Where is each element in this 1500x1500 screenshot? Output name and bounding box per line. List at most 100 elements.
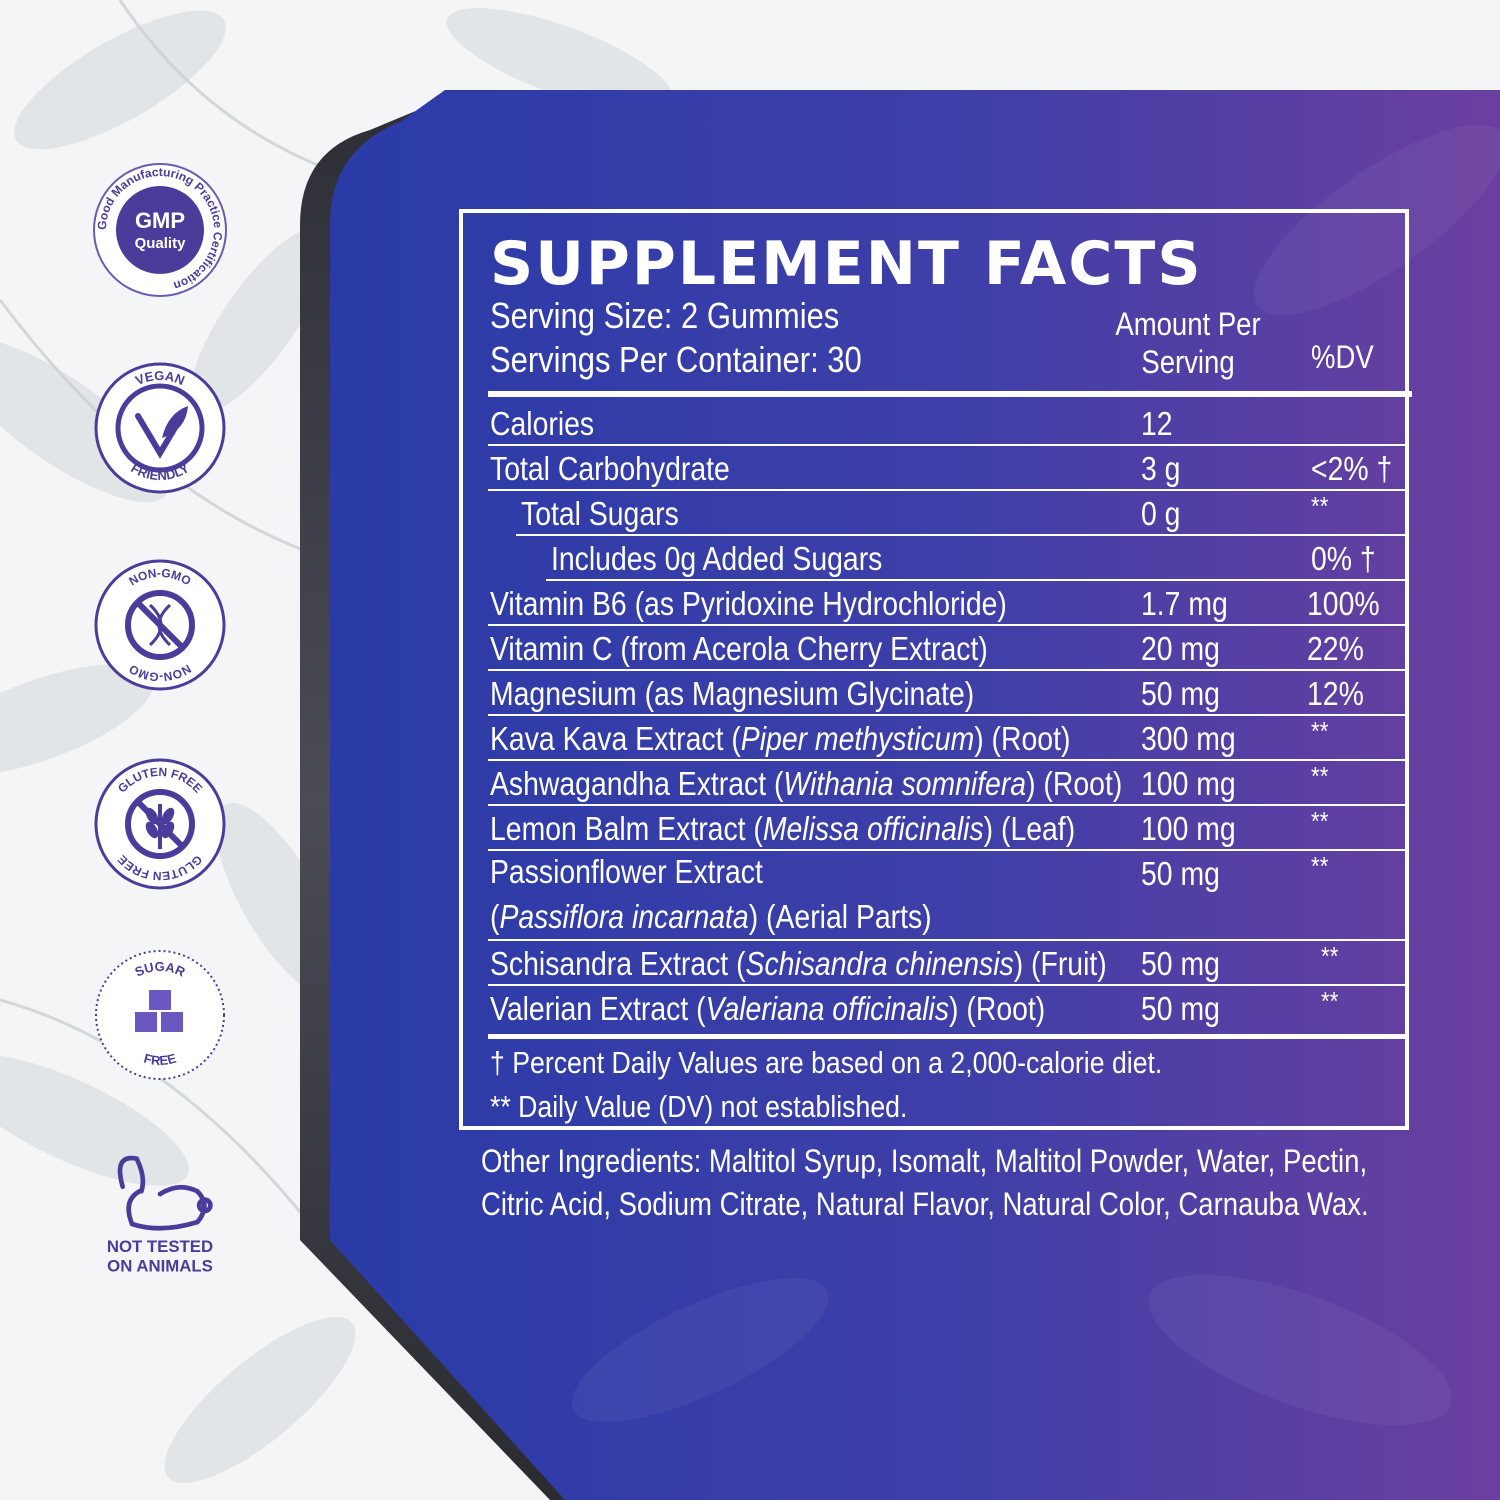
nutrient-name: Vitamin C (from Acerola Cherry Extract) (490, 630, 988, 667)
nutrient-name: Kava Kava Extract (Piper methysticum) (R… (490, 720, 1071, 757)
non-gmo-bottom-text: NON-GMO (127, 662, 194, 684)
dv-header: %DV (1311, 339, 1374, 375)
nutrient-row: Passionflower Extract (Passiflora incarna… (463, 851, 1409, 941)
nutrient-name: Lemon Balm Extract (Melissa officinalis)… (490, 810, 1076, 847)
nutrient-amount: 12 (1141, 405, 1173, 442)
sugar-cubes-icon (133, 988, 185, 1034)
row-separator (546, 579, 1405, 581)
nutrient-name: Magnesium (as Magnesium Glycinate) (490, 675, 975, 712)
facts-title: SUPPLEMENT FACTS (490, 229, 1203, 299)
nutrient-amount: 20 mg (1141, 630, 1220, 667)
nutrient-name: Calories (490, 405, 595, 442)
other-ingredients: Other Ingredients: Maltitol Syrup, Isoma… (481, 1143, 1369, 1222)
row-separator (488, 489, 1405, 491)
nutrient-row: Vitamin C (from Acerola Cherry Extract) 2… (463, 626, 1409, 671)
svg-text:NON-GMO: NON-GMO (127, 566, 194, 588)
nutrient-row: Schisandra Extract (Schisandra chinensis… (463, 941, 1409, 986)
nutrient-dv: ** (1311, 806, 1329, 836)
footnote-not-established: ** Daily Value (DV) not established. (490, 1089, 908, 1124)
amount-per-serving-header: Amount Per Serving (1115, 306, 1261, 380)
wheat-icon (125, 789, 195, 859)
gmp-label: GMP (135, 208, 185, 233)
nutrient-dv: ** (1311, 761, 1329, 791)
nutrient-dv: 22% (1307, 630, 1364, 667)
nutrient-row: Total Carbohydrate 3 g <2% † (463, 446, 1409, 491)
row-separator (488, 984, 1405, 986)
row-separator (488, 804, 1405, 806)
supplement-facts-panel: SUPPLEMENT FACTS Serving Size: 2 Gummies… (459, 209, 1412, 1130)
nutrient-amount: 300 mg (1141, 720, 1236, 757)
svg-text:FRIENDLY: FRIENDLY (128, 460, 191, 483)
nutrient-row: Vitamin B6 (as Pyridoxine Hydrochloride)… (463, 581, 1409, 626)
nutrient-row: Magnesium (as Magnesium Glycinate) 50 mg 1… (463, 671, 1409, 716)
nutrient-name: Includes 0g Added Sugars (551, 540, 883, 577)
nutrient-amount: 0 g (1141, 495, 1181, 532)
vegan-top-text: VEGAN (133, 368, 187, 388)
nutrient-name: Total Carbohydrate (490, 450, 730, 487)
gmp-quality-label: Quality (135, 235, 187, 252)
nutrient-name: Total Sugars (521, 495, 679, 532)
nutrient-row: Kava Kava Extract (Piper methysticum) (R… (463, 716, 1409, 761)
sugar-top-text: SUGAR (132, 959, 188, 980)
row-separator (488, 714, 1405, 716)
row-separator (488, 1034, 1405, 1039)
gmp-quality-badge: Good Manufacturing Practice Certificatio… (90, 160, 230, 300)
dna-icon (125, 590, 195, 660)
nutrient-dv: ** (1311, 851, 1329, 881)
non-gmo-top-text: NON-GMO (127, 566, 194, 588)
nutrient-dv: ** (1321, 941, 1339, 971)
nutrient-row: Calories 12 (463, 401, 1409, 446)
not-tested-on-animals-badge: NOT TESTED ON ANIMALS (90, 1140, 230, 1290)
nutrient-amount: 100 mg (1141, 765, 1236, 802)
nutrient-amount: 50 mg (1141, 945, 1220, 982)
nutrient-amount: 50 mg (1141, 855, 1220, 892)
nutrient-row: Total Sugars 0 g ** (463, 491, 1409, 536)
sugar-free-badge: SUGAR FREE (90, 945, 230, 1085)
svg-text:VEGAN: VEGAN (133, 368, 187, 388)
nutrient-name: Ashwagandha Extract (Withania somnifera)… (490, 765, 1123, 802)
servings-per-container: Servings Per Container: 30 (490, 339, 862, 380)
nutrient-row: Ashwagandha Extract (Withania somnifera)… (463, 761, 1409, 806)
nutrient-row: Lemon Balm Extract (Melissa officinalis)… (463, 806, 1409, 851)
nutrient-amount: 1.7 mg (1141, 585, 1228, 622)
row-separator (488, 444, 1405, 446)
nutrient-name: Vitamin B6 (as Pyridoxine Hydrochloride) (490, 585, 1007, 622)
rabbit-icon (117, 1155, 213, 1231)
vegan-friendly-badge: VEGAN FRIENDLY (90, 358, 230, 498)
not-tested-line1: NOT TESTED (107, 1237, 213, 1256)
nutrient-amount: 3 g (1141, 450, 1181, 487)
row-separator (488, 624, 1405, 626)
serving-size: Serving Size: 2 Gummies (490, 295, 840, 336)
sugar-bottom-text: FREE (142, 1051, 178, 1069)
nutrient-row: Includes 0g Added Sugars 0% † (463, 536, 1409, 581)
nutrient-amount: 100 mg (1141, 810, 1236, 847)
not-tested-line2: ON ANIMALS (107, 1257, 213, 1276)
nutrient-dv: 0% † (1311, 540, 1376, 577)
nutrient-name: Valerian Extract (Valeriana officinalis)… (490, 990, 1046, 1027)
row-separator (516, 534, 1405, 536)
non-gmo-badge: NON-GMO NON-GMO (90, 555, 230, 695)
svg-text:SUGAR: SUGAR (132, 959, 188, 980)
nutrient-dv: ** (1311, 716, 1329, 746)
nutrient-row: Valerian Extract (Valeriana officinalis)… (463, 986, 1409, 1039)
row-separator (488, 669, 1405, 671)
nutrient-dv: 12% (1307, 675, 1364, 712)
header-rule (488, 391, 1412, 397)
svg-text:FREE: FREE (142, 1051, 178, 1069)
nutrient-dv: <2% † (1311, 450, 1393, 487)
nutrient-name: Schisandra Extract (Schisandra chinensis… (490, 945, 1107, 982)
gluten-free-badge: GLUTEN FREE GLUTEN FREE (90, 754, 230, 894)
leaf-v-icon (135, 406, 188, 459)
nutrient-amount: 50 mg (1141, 675, 1220, 712)
row-separator (488, 759, 1405, 761)
svg-text:NON-GMO: NON-GMO (127, 662, 194, 684)
nutrient-dv: 100% (1307, 585, 1380, 622)
nutrient-dv: ** (1321, 986, 1339, 1016)
vegan-bottom-text: FRIENDLY (128, 460, 191, 483)
footnote-dv: † Percent Daily Values are based on a 2,… (490, 1045, 1163, 1080)
nutrient-dv: ** (1311, 491, 1329, 521)
row-separator (488, 939, 1405, 941)
nutrient-amount: 50 mg (1141, 990, 1220, 1027)
row-separator (488, 849, 1405, 851)
